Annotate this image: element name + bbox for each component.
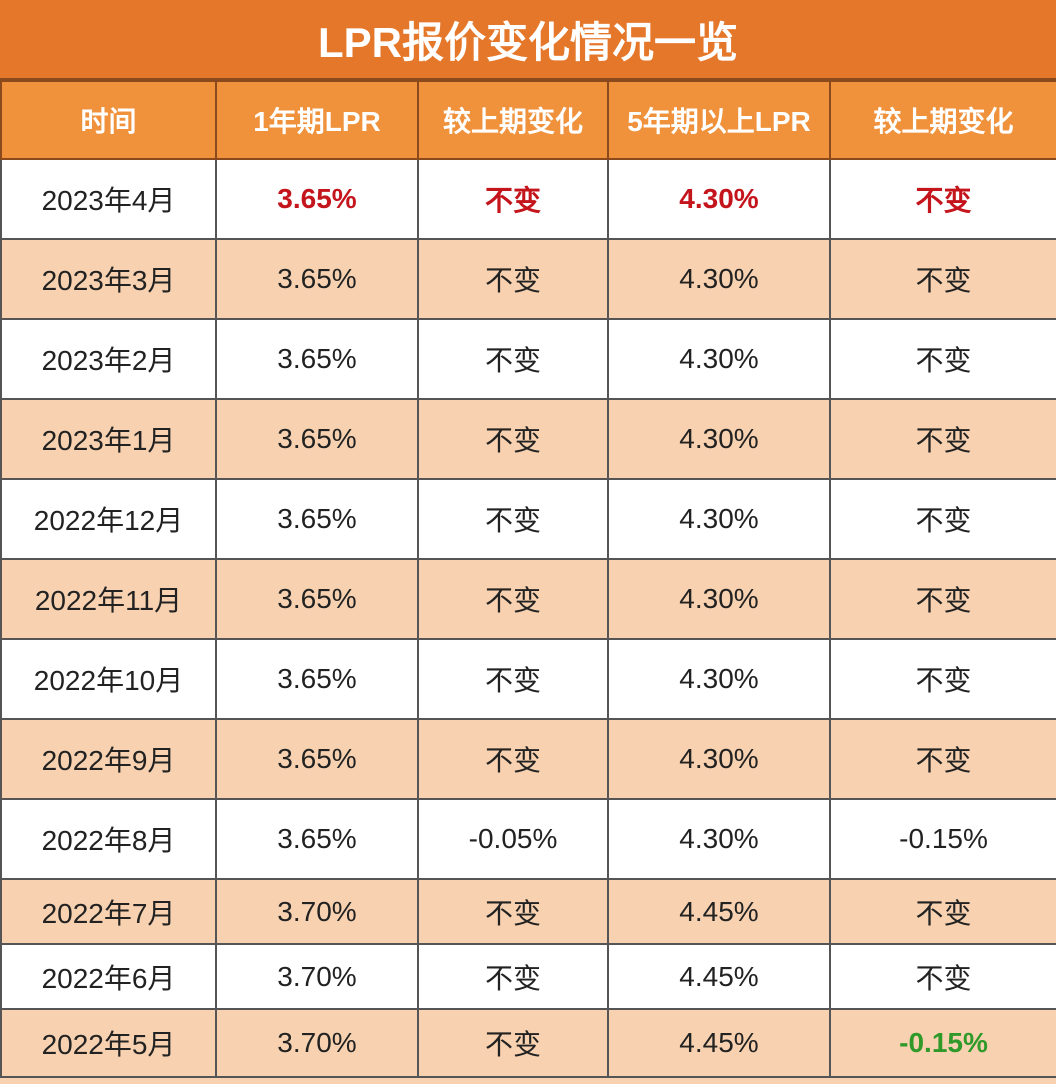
table-cell: 3.70% <box>215 943 419 1010</box>
table-cell: 3.65% <box>215 398 419 480</box>
table-cell: 4.30% <box>607 238 831 320</box>
table-cell: 4.30% <box>607 158 831 240</box>
table-cell: 4.45% <box>607 1008 831 1078</box>
table-cell: 4.30% <box>607 558 831 640</box>
table-cell: 不变 <box>417 1008 609 1078</box>
table-row: 2022年11月 3.65% 不变 4.30% 不变 <box>0 558 1056 640</box>
table-row: 2023年2月 3.65% 不变 4.30% 不变 <box>0 318 1056 400</box>
table-cell: -0.15% <box>829 1008 1056 1078</box>
table-cell: 不变 <box>829 878 1056 945</box>
table-cell: 2023年2月 <box>0 318 217 400</box>
table-cell: 不变 <box>417 478 609 560</box>
table-cell: 4.30% <box>607 638 831 720</box>
table-cell: 不变 <box>829 158 1056 240</box>
table-cell: 2022年6月 <box>0 943 217 1010</box>
table-cell: 3.65% <box>215 238 419 320</box>
table-cell: 3.65% <box>215 158 419 240</box>
table-cell: -0.15% <box>829 798 1056 880</box>
table-cell: 不变 <box>829 318 1056 400</box>
table-row: 2023年3月 3.65% 不变 4.30% 不变 <box>0 238 1056 320</box>
table-cell: 3.65% <box>215 558 419 640</box>
table-cell: 4.30% <box>607 798 831 880</box>
table-row: 2023年1月 3.65% 不变 4.30% 不变 <box>0 398 1056 480</box>
table-cell: 3.65% <box>215 718 419 800</box>
table-cell: 不变 <box>417 558 609 640</box>
header-cell: 时间 <box>0 80 217 160</box>
table-cell: 不变 <box>829 238 1056 320</box>
header-cell: 5年期以上LPR <box>607 80 831 160</box>
table-cell: 不变 <box>417 238 609 320</box>
table-cell: 3.65% <box>215 478 419 560</box>
table-cell: 不变 <box>829 398 1056 480</box>
table-row: 2022年12月 3.65% 不变 4.30% 不变 <box>0 478 1056 560</box>
table-cell: 不变 <box>829 638 1056 720</box>
table-body: 2023年4月 3.65% 不变 4.30% 不变 2023年3月 3.65% 不变 4.30%… <box>0 158 1056 1078</box>
header-cell: 较上期变化 <box>829 80 1056 160</box>
table-cell: 不变 <box>417 718 609 800</box>
table-cell: 2022年8月 <box>0 798 217 880</box>
table-cell: 4.30% <box>607 478 831 560</box>
table-cell: 4.30% <box>607 398 831 480</box>
table-cell: 3.70% <box>215 878 419 945</box>
table-cell: 不变 <box>829 478 1056 560</box>
header-cell: 1年期LPR <box>215 80 419 160</box>
table-cell: 不变 <box>417 318 609 400</box>
table-cell: 不变 <box>417 398 609 480</box>
table-cell: 2022年10月 <box>0 638 217 720</box>
table-cell: 2023年3月 <box>0 238 217 320</box>
table-cell: 2023年4月 <box>0 158 217 240</box>
table-cell: 2022年11月 <box>0 558 217 640</box>
table-cell: 不变 <box>417 638 609 720</box>
table-cell: 4.30% <box>607 718 831 800</box>
table-row: 2022年7月 3.70% 不变 4.45% 不变 <box>0 878 1056 945</box>
table-cell: 2023年1月 <box>0 398 217 480</box>
header-row: 时间 1年期LPR 较上期变化 5年期以上LPR 较上期变化 <box>0 80 1056 160</box>
table-cell: 不变 <box>417 943 609 1010</box>
table-row: 2022年6月 3.70% 不变 4.45% 不变 <box>0 943 1056 1010</box>
table-cell: 4.45% <box>607 943 831 1010</box>
table-row: 2023年4月 3.65% 不变 4.30% 不变 <box>0 158 1056 240</box>
table-cell: 3.65% <box>215 798 419 880</box>
table-cell: -0.05% <box>417 798 609 880</box>
header-cell: 较上期变化 <box>417 80 609 160</box>
table-row: 2022年8月 3.65% -0.05% 4.30% -0.15% <box>0 798 1056 880</box>
table-cell: 4.45% <box>607 878 831 945</box>
table-cell: 3.70% <box>215 1008 419 1078</box>
table-cell: 不变 <box>829 558 1056 640</box>
table-cell: 2022年5月 <box>0 1008 217 1078</box>
table-cell: 3.65% <box>215 318 419 400</box>
table-row: 2022年10月 3.65% 不变 4.30% 不变 <box>0 638 1056 720</box>
title: LPR报价变化情况一览 <box>0 0 1056 80</box>
lpr-table: 时间 1年期LPR 较上期变化 5年期以上LPR 较上期变化 2023年4月 3.65% 不… <box>0 80 1056 1078</box>
table-row: 2022年9月 3.65% 不变 4.30% 不变 <box>0 718 1056 800</box>
table-cell: 2022年9月 <box>0 718 217 800</box>
table-cell: 4.30% <box>607 318 831 400</box>
table-row: 2022年5月 3.70% 不变 4.45% -0.15% <box>0 1008 1056 1078</box>
table-cell: 不变 <box>829 718 1056 800</box>
table-cell: 3.65% <box>215 638 419 720</box>
table-cell: 2022年12月 <box>0 478 217 560</box>
table-cell: 不变 <box>829 943 1056 1010</box>
table-cell: 不变 <box>417 878 609 945</box>
table-cell: 不变 <box>417 158 609 240</box>
table-cell: 2022年7月 <box>0 878 217 945</box>
